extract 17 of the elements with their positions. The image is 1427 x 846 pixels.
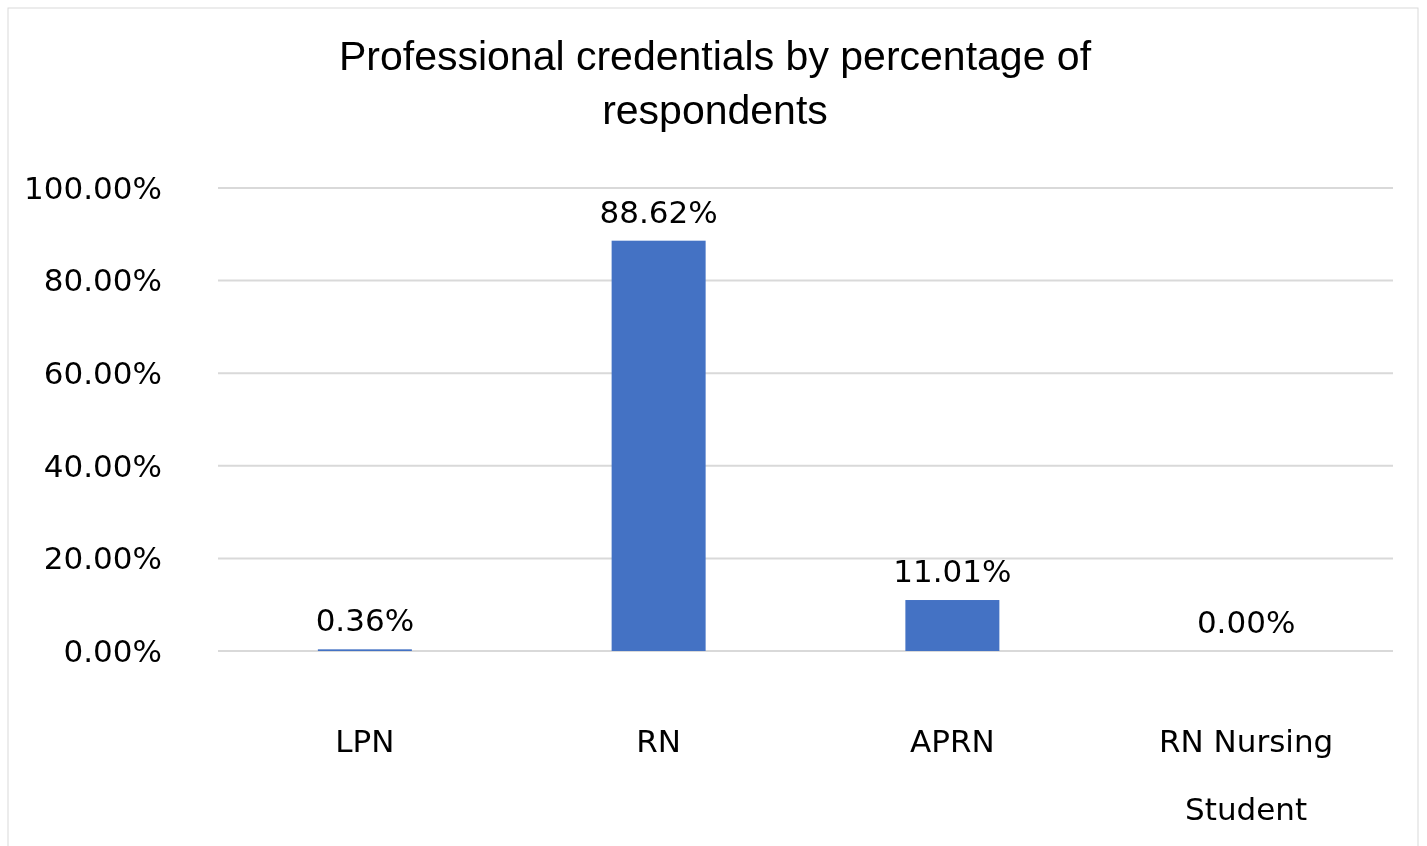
bar: [611, 240, 706, 651]
y-tick-label: 40.00%: [43, 447, 162, 484]
chart-title: Professional credentials by percentage of respondents: [338, 33, 1092, 133]
y-tick-label: 60.00%: [43, 355, 162, 392]
data-label: 0.00%: [1196, 604, 1296, 640]
data-label: 0.36%: [315, 602, 415, 639]
data-label: 11.01%: [893, 553, 1012, 590]
y-tick-label: 0.00%: [63, 632, 162, 669]
bar: [905, 600, 1000, 651]
data-label: 88.62%: [599, 193, 718, 230]
x-tick-label: RN Nursing Student: [1158, 723, 1334, 827]
y-tick-label: 100.00%: [24, 169, 162, 206]
x-tick-label: APRN: [910, 723, 995, 759]
y-tick-label: 80.00%: [43, 262, 162, 299]
x-tick-label: LPN: [335, 723, 395, 759]
y-tick-label: 20.00%: [43, 540, 162, 577]
x-tick-label: RN: [636, 723, 681, 759]
